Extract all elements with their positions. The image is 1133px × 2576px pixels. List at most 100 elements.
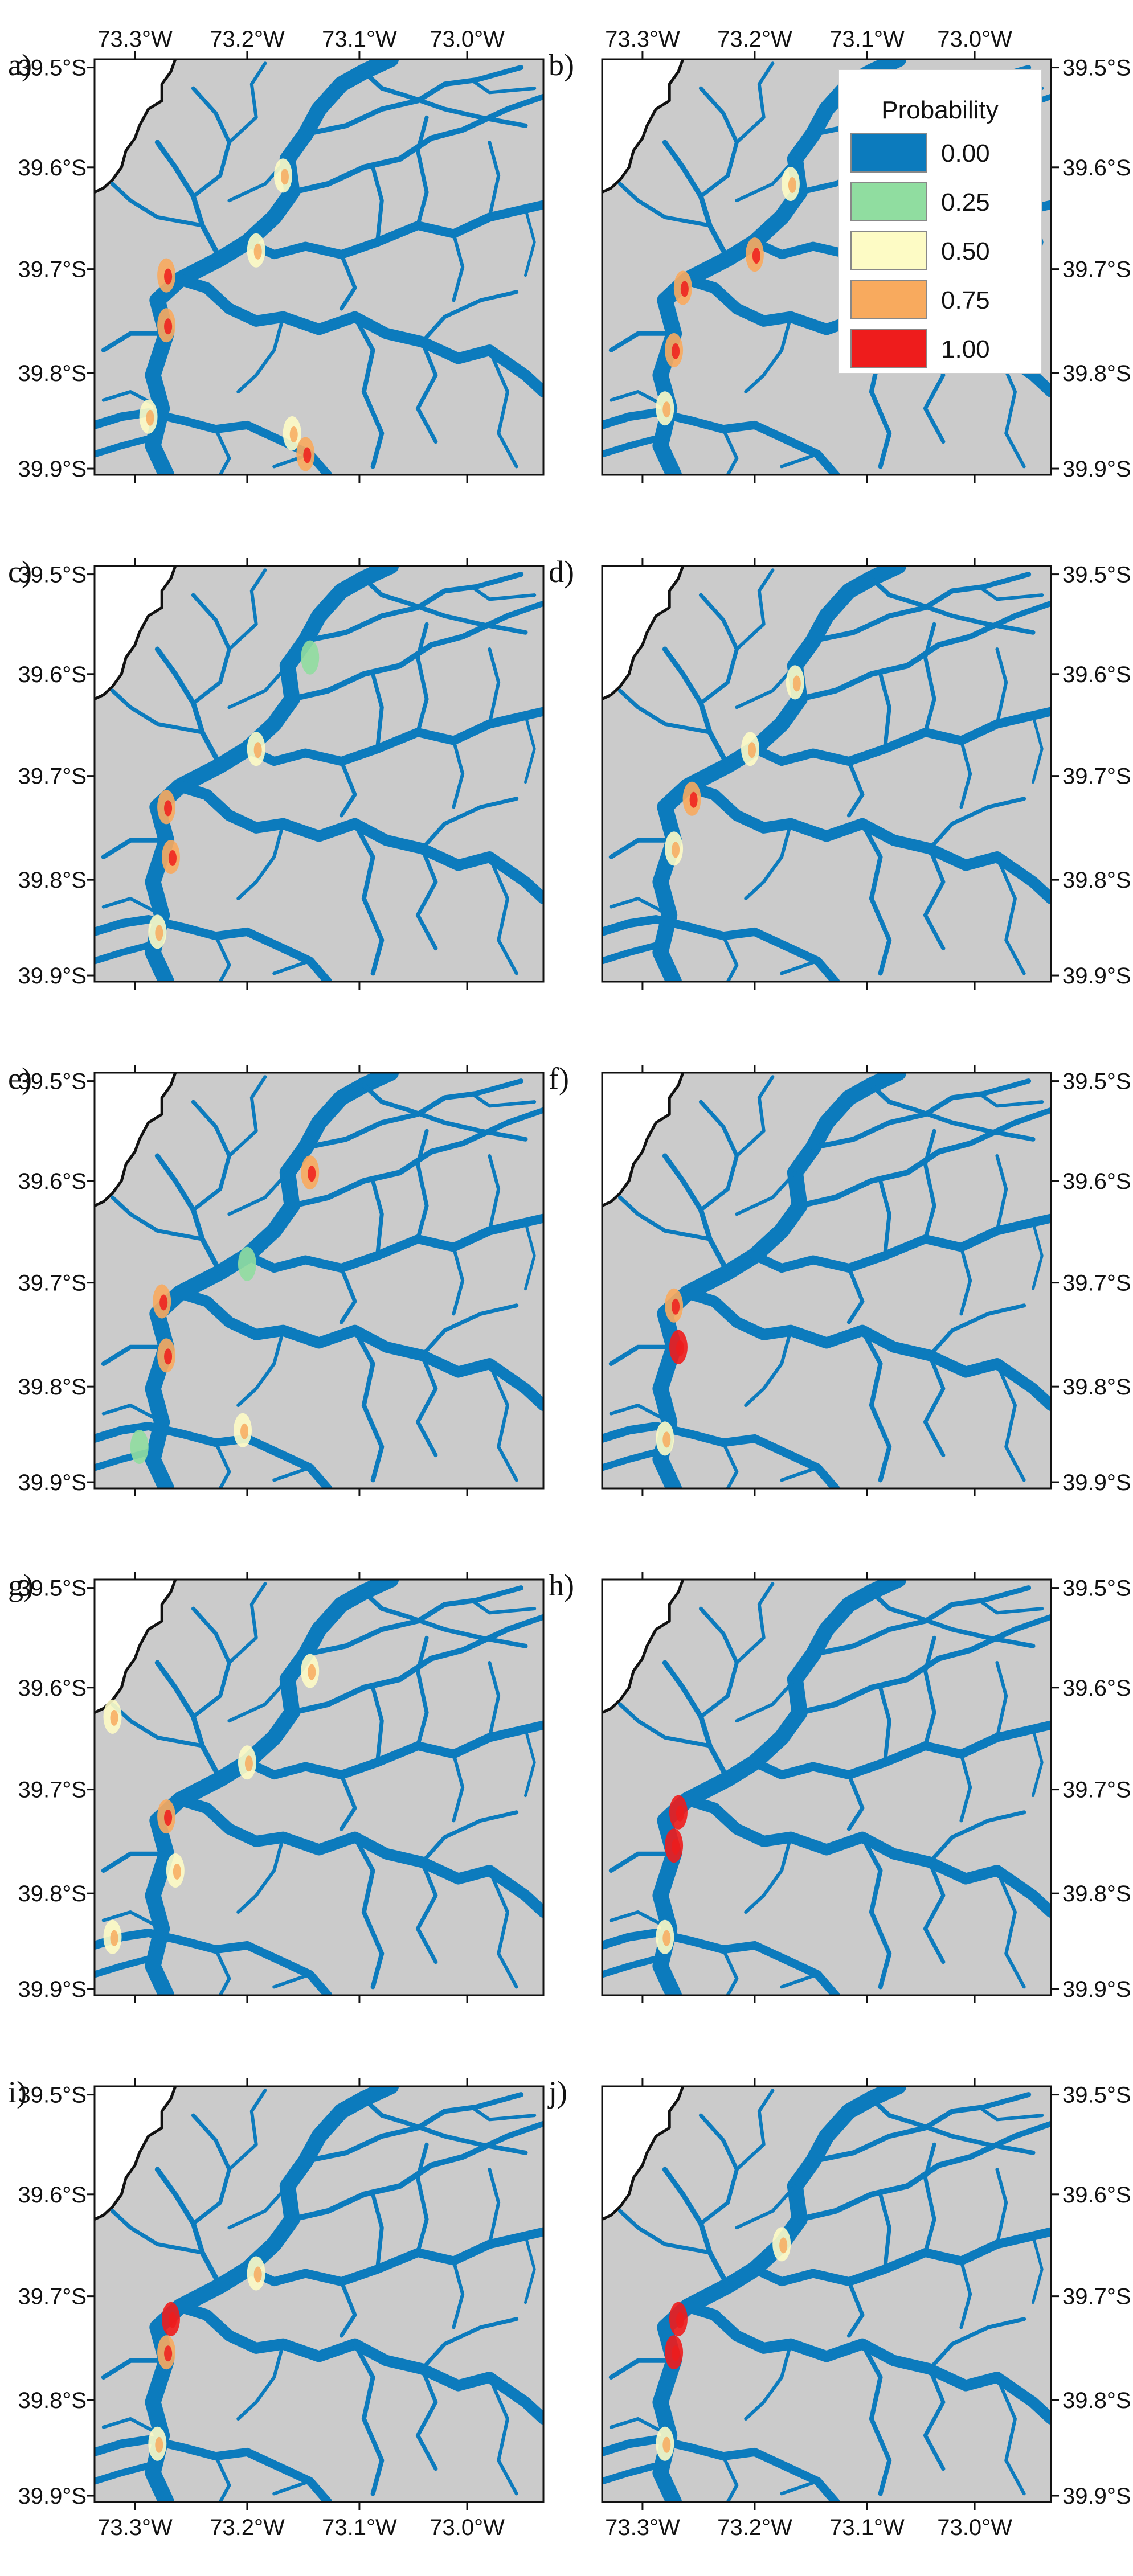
river [608, 838, 677, 859]
probability-hotspots [148, 2256, 265, 2461]
river [602, 1447, 664, 1471]
river [227, 1582, 267, 1664]
river-network [602, 2086, 1051, 2502]
probability-patch [130, 1430, 149, 1464]
sea-area [602, 566, 683, 699]
river [353, 2341, 385, 2496]
river [524, 1221, 536, 1291]
river [101, 897, 164, 917]
river [959, 1245, 972, 1316]
latitude-tick-label: 39.8°S [1062, 361, 1131, 386]
latitude-tick-label: 39.6°S [1062, 1676, 1131, 1701]
longitude-axis [134, 558, 468, 990]
latitude-tick-label: 39.6°S [1062, 662, 1131, 687]
river [1032, 714, 1044, 784]
legend-label: 0.75 [941, 286, 990, 314]
probability-patch-core [253, 742, 262, 758]
longitude-tick-label: 73.3°W [97, 2515, 173, 2540]
river [339, 1773, 357, 1831]
river [236, 315, 285, 393]
river [111, 1195, 204, 1241]
panel-frame [93, 565, 545, 983]
river [415, 2142, 429, 2255]
river [780, 2479, 820, 2496]
probability-patch-core [752, 248, 760, 264]
river [353, 1328, 385, 1483]
longitude-axis [641, 558, 976, 990]
river [744, 1835, 792, 1914]
river [101, 1344, 169, 1366]
legend-label: 0.50 [941, 237, 990, 265]
legend-swatch [850, 280, 927, 319]
longitude-axis [134, 1065, 468, 1496]
river [353, 314, 385, 469]
river [361, 1589, 528, 1648]
river [927, 797, 1026, 851]
probability-patch-core [244, 1755, 253, 1772]
river [101, 2417, 164, 2438]
latitude-tick-label: 39.7°S [18, 1271, 87, 1296]
longitude-axis [641, 1572, 976, 2003]
latitude-axis: 39.5°S 39.6°S 39.7°S 39.8°S 39.9°S [1051, 1069, 1131, 1495]
longitude-tick-label: 73.0°W [430, 2515, 505, 2540]
probability-hotspots [148, 640, 320, 949]
river [469, 1598, 537, 1615]
coastline [95, 1073, 177, 1207]
river [780, 452, 820, 469]
river [846, 2279, 865, 2338]
latitude-tick-label: 39.8°S [18, 2388, 87, 2413]
river [227, 61, 267, 144]
latitude-tick-label: 39.5°S [18, 1069, 87, 1094]
river [214, 934, 231, 982]
probability-patch-core [308, 1664, 316, 1680]
river [750, 2227, 1051, 2287]
river [780, 959, 820, 975]
river [242, 1720, 543, 1780]
panel-label: a) [8, 48, 32, 82]
river [869, 1082, 1036, 1142]
river [488, 1661, 501, 1740]
latitude-tick-label: 39.7°S [1062, 2284, 1131, 2310]
river [995, 855, 1026, 975]
river [995, 1661, 1008, 1740]
latitude-axis: 39.5°S 39.6°S 39.7°S 39.8°S 39.9°S [1051, 56, 1131, 482]
panel-frame [601, 565, 1052, 983]
river [780, 1466, 820, 1482]
probability-patch-core [672, 2345, 680, 2362]
probability-patch-core [168, 2312, 177, 2328]
panel-frame [93, 58, 545, 476]
latitude-axis: 39.5°S 39.6°S 39.7°S 39.8°S 39.9°S [1051, 563, 1131, 988]
probability-hotspots [665, 665, 804, 866]
river [289, 1614, 543, 1716]
river [927, 1810, 1026, 1864]
river [452, 1245, 465, 1316]
river-network [95, 1073, 543, 1488]
river [977, 2105, 1044, 2122]
latitude-axis: 39.5°S 39.6°S 39.7°S 39.8°S 39.9°S [18, 1576, 95, 2002]
river [289, 2120, 543, 2222]
river [101, 838, 169, 859]
river [420, 290, 519, 344]
probability-patch-core [289, 426, 298, 442]
river [721, 1441, 739, 1488]
river [289, 93, 543, 195]
probability-patch-core [308, 1166, 316, 1182]
probability-patch-core [662, 2436, 671, 2453]
river [371, 1685, 384, 1765]
longitude-tick-label: 73.2°W [717, 27, 792, 52]
river [618, 182, 712, 228]
longitude-tick-label: 73.1°W [829, 27, 905, 52]
river [95, 2461, 157, 2485]
legend-label: 0.00 [941, 140, 990, 167]
latitude-axis: 39.5°S 39.6°S 39.7°S 39.8°S 39.9°S [18, 2083, 95, 2509]
latitude-tick-label: 39.8°S [1062, 1881, 1131, 1906]
river [524, 714, 536, 784]
river [923, 1860, 946, 1964]
river [95, 434, 157, 458]
coastline [602, 2086, 685, 2221]
probability-patch-core [788, 177, 796, 193]
river [602, 2461, 664, 2485]
panel-frame [93, 1578, 545, 1996]
river [750, 1720, 1051, 1780]
river [488, 855, 518, 975]
